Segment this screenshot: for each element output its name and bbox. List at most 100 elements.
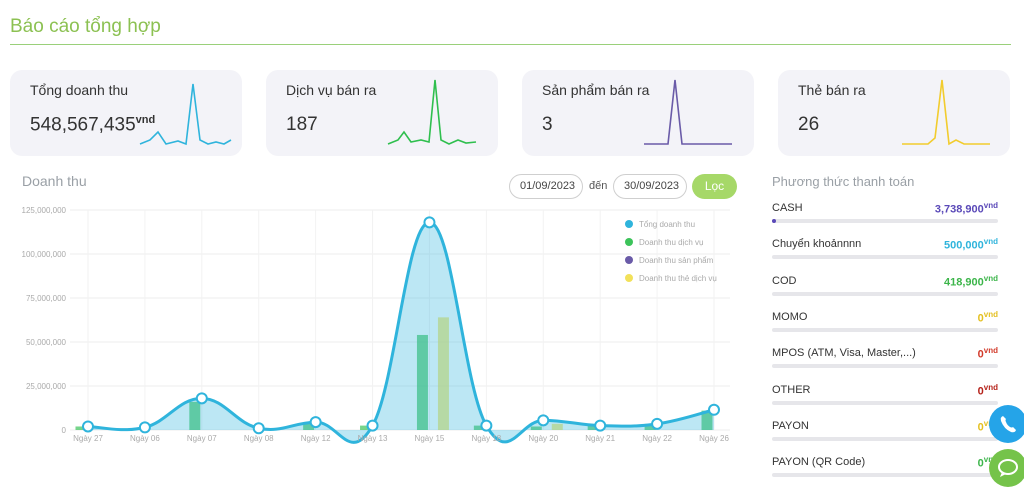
sparkline-products-sold (644, 79, 732, 145)
card-value: 548,567,435vnd (30, 114, 156, 136)
payment-method-row: MPOS (ATM, Visa, Master,...) 0vnd (772, 346, 998, 377)
payment-method-amount: 3,738,900vnd (934, 201, 998, 216)
x-tick-label: Ngày 13 (358, 434, 388, 443)
data-point (252, 422, 265, 435)
legend-label: Tổng doanh thu (639, 220, 695, 229)
payment-method-name: COD (772, 274, 797, 287)
payment-method-amount: 418,900vnd (944, 273, 998, 289)
payment-method-name: MPOS (ATM, Visa, Master,...) (772, 347, 916, 360)
data-point (82, 420, 94, 433)
bar (530, 426, 542, 430)
data-point (366, 419, 379, 432)
payment-method-bar (772, 400, 998, 405)
filter-button[interactable]: Lọc (692, 174, 737, 199)
card-services-sold: Dịch vụ bán ra 187 (266, 70, 498, 156)
payment-method-bar (772, 291, 998, 296)
page-title: Báo cáo tổng hợp (10, 16, 161, 37)
x-tick-label: Ngày 26 (699, 434, 729, 443)
bar (587, 425, 599, 430)
date-to-input[interactable]: 30/09/2023 (613, 174, 687, 199)
payment-methods-title: Phương thức thanh toán (772, 174, 915, 189)
payment-method-name: PAYON (772, 419, 809, 432)
y-tick-label: 100,000,000 (22, 250, 67, 259)
card-value: 26 (798, 114, 820, 135)
chat-button[interactable] (989, 449, 1024, 487)
legend-marker (625, 238, 633, 246)
card-label: Dịch vụ bán ra (286, 82, 377, 98)
y-tick-label: 50,000,000 (26, 338, 67, 347)
legend-label: Doanh thu dịch vụ (639, 238, 704, 247)
bar (551, 423, 563, 430)
legend-marker (625, 274, 633, 282)
x-tick-label: Ngày 27 (73, 434, 103, 443)
payment-method-row: CASH 3,738,900vnd (772, 201, 998, 232)
payment-method-row: MOMO 0vnd (772, 309, 998, 341)
bar (189, 401, 201, 430)
data-point (480, 419, 493, 432)
bar (437, 317, 449, 430)
payment-method-bar (772, 219, 998, 223)
bar (416, 334, 428, 430)
sparkline-total-revenue (139, 83, 232, 146)
legend-label: Doanh thu thẻ dịch vụ (639, 274, 717, 283)
x-tick-label: Ngày 15 (415, 434, 445, 443)
data-point (708, 403, 720, 416)
x-tick-label: Ngày 20 (528, 434, 558, 443)
card-label: Tổng doanh thu (30, 82, 129, 98)
y-tick-label: 0 (62, 426, 67, 435)
payment-method-amount: 0vnd (977, 346, 998, 361)
data-point (537, 414, 550, 427)
x-tick-label: Ngày 06 (130, 434, 160, 443)
payment-method-bar (772, 436, 998, 441)
bar (701, 410, 713, 430)
title-divider (10, 44, 1011, 45)
card-total-revenue: Tổng doanh thu 548,567,435vnd (10, 70, 242, 156)
data-point (138, 421, 151, 434)
payment-method-name: OTHER (772, 383, 811, 396)
sparkline-cards-sold (902, 79, 990, 146)
data-point (195, 392, 208, 405)
bar (644, 423, 656, 430)
sparkline-services-sold (387, 79, 477, 145)
x-tick-label: Ngày 18 (471, 434, 501, 443)
payment-method-amount: 0vnd (977, 309, 998, 325)
payment-method-name: Chuyển khoảnnnn (772, 238, 862, 251)
card-products-sold: Sản phẩm bán ra 3 (522, 70, 754, 156)
legend-marker (625, 220, 633, 228)
revenue-chart: 125,000,000 100,000,000 75,000,000 50,000,0… (22, 206, 730, 444)
card-cards-sold: Thẻ bán ra 26 (778, 70, 1010, 156)
card-value: 3 (542, 114, 553, 135)
call-button[interactable] (989, 405, 1024, 443)
bar (473, 425, 485, 430)
payment-method-amount: 0vnd (977, 382, 998, 398)
revenue-title: Doanh thu (22, 173, 87, 189)
card-label: Thẻ bán ra (798, 82, 866, 98)
data-point (651, 417, 664, 430)
card-unit: vnd (135, 114, 156, 126)
x-tick-label: Ngày 08 (244, 434, 274, 443)
y-tick-label: 25,000,000 (26, 382, 67, 391)
x-tick-label: Ngày 12 (301, 434, 331, 443)
card-value: 187 (286, 114, 318, 135)
bar (303, 422, 315, 430)
payment-method-row: OTHER 0vnd (772, 382, 998, 414)
payment-method-row: PAYON (QR Code)0vnd (772, 455, 998, 486)
x-tick-label: Ngày 22 (642, 434, 672, 443)
phone-icon (1000, 416, 1016, 433)
total-revenue-area (88, 222, 714, 443)
x-tick-label: Ngày 07 (187, 434, 217, 443)
payment-method-amount: 500,000vnd (944, 237, 998, 252)
date-separator: đến (589, 180, 608, 192)
date-from-input[interactable]: 01/09/2023 (509, 174, 583, 199)
payment-method-bar (772, 327, 998, 332)
payment-method-bar (772, 255, 998, 260)
payment-method-name: CASH (772, 202, 803, 214)
payment-method-name: MOMO (772, 310, 808, 323)
payment-method-bar (772, 364, 998, 369)
x-tick-label: Ngày 21 (585, 434, 615, 443)
y-tick-label: 75,000,000 (26, 294, 67, 303)
data-point (594, 419, 607, 432)
payment-method-name: PAYON (QR Code) (772, 456, 866, 469)
legend-label: Doanh thu sản phẩm (639, 256, 714, 265)
